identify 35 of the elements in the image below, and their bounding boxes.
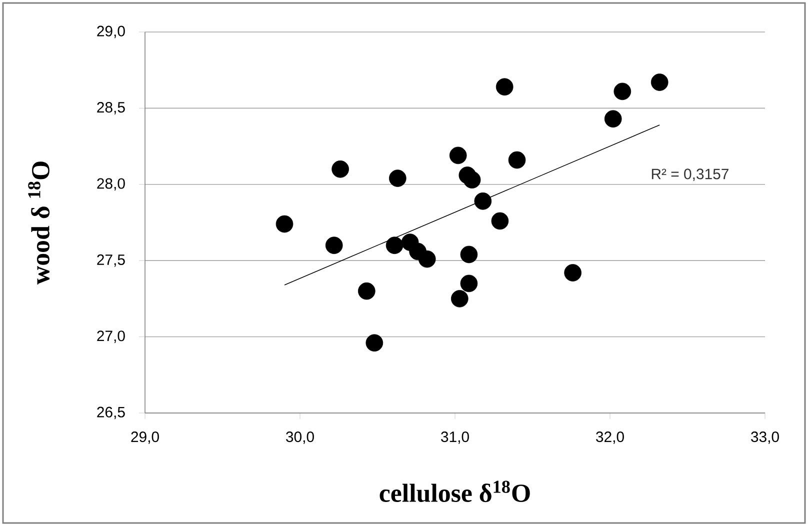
point (650, 74, 668, 91)
y-tick-label: 26,5 (97, 406, 125, 420)
y-tick-label: 29,0 (97, 26, 125, 38)
point (604, 110, 622, 128)
point (418, 250, 436, 268)
x-tick-label: 29,0 (131, 432, 159, 444)
point (388, 170, 406, 187)
point (564, 264, 582, 282)
point (508, 151, 526, 169)
y-tick-label: 27,0 (97, 330, 125, 343)
point (358, 282, 376, 300)
point (332, 160, 349, 178)
x-tick-label: 33,0 (751, 432, 779, 444)
y-tick-label: 27,5 (97, 254, 125, 267)
point (460, 274, 478, 292)
x-tick-label: 31,0 (441, 432, 469, 444)
point (614, 82, 632, 100)
y-axis-title: wood δ $^{18}$O (28, 162, 50, 284)
point (450, 290, 468, 308)
point (276, 215, 294, 233)
point (474, 192, 492, 210)
point (491, 212, 509, 230)
y-tick-label: 28,5 (97, 102, 125, 114)
point (460, 246, 478, 264)
y-tick-label: 28,0 (97, 178, 125, 191)
point (463, 171, 481, 188)
point (449, 146, 467, 164)
x-tick-label: 30,0 (286, 432, 314, 444)
point (366, 334, 384, 352)
annotation: R² = 0,3157 (652, 168, 728, 182)
point (496, 78, 514, 96)
point (386, 236, 404, 254)
point (325, 236, 343, 254)
x-tick-label: 32,0 (596, 432, 624, 444)
x-axis-title: cellulose δ$^{18}$O (380, 480, 530, 502)
